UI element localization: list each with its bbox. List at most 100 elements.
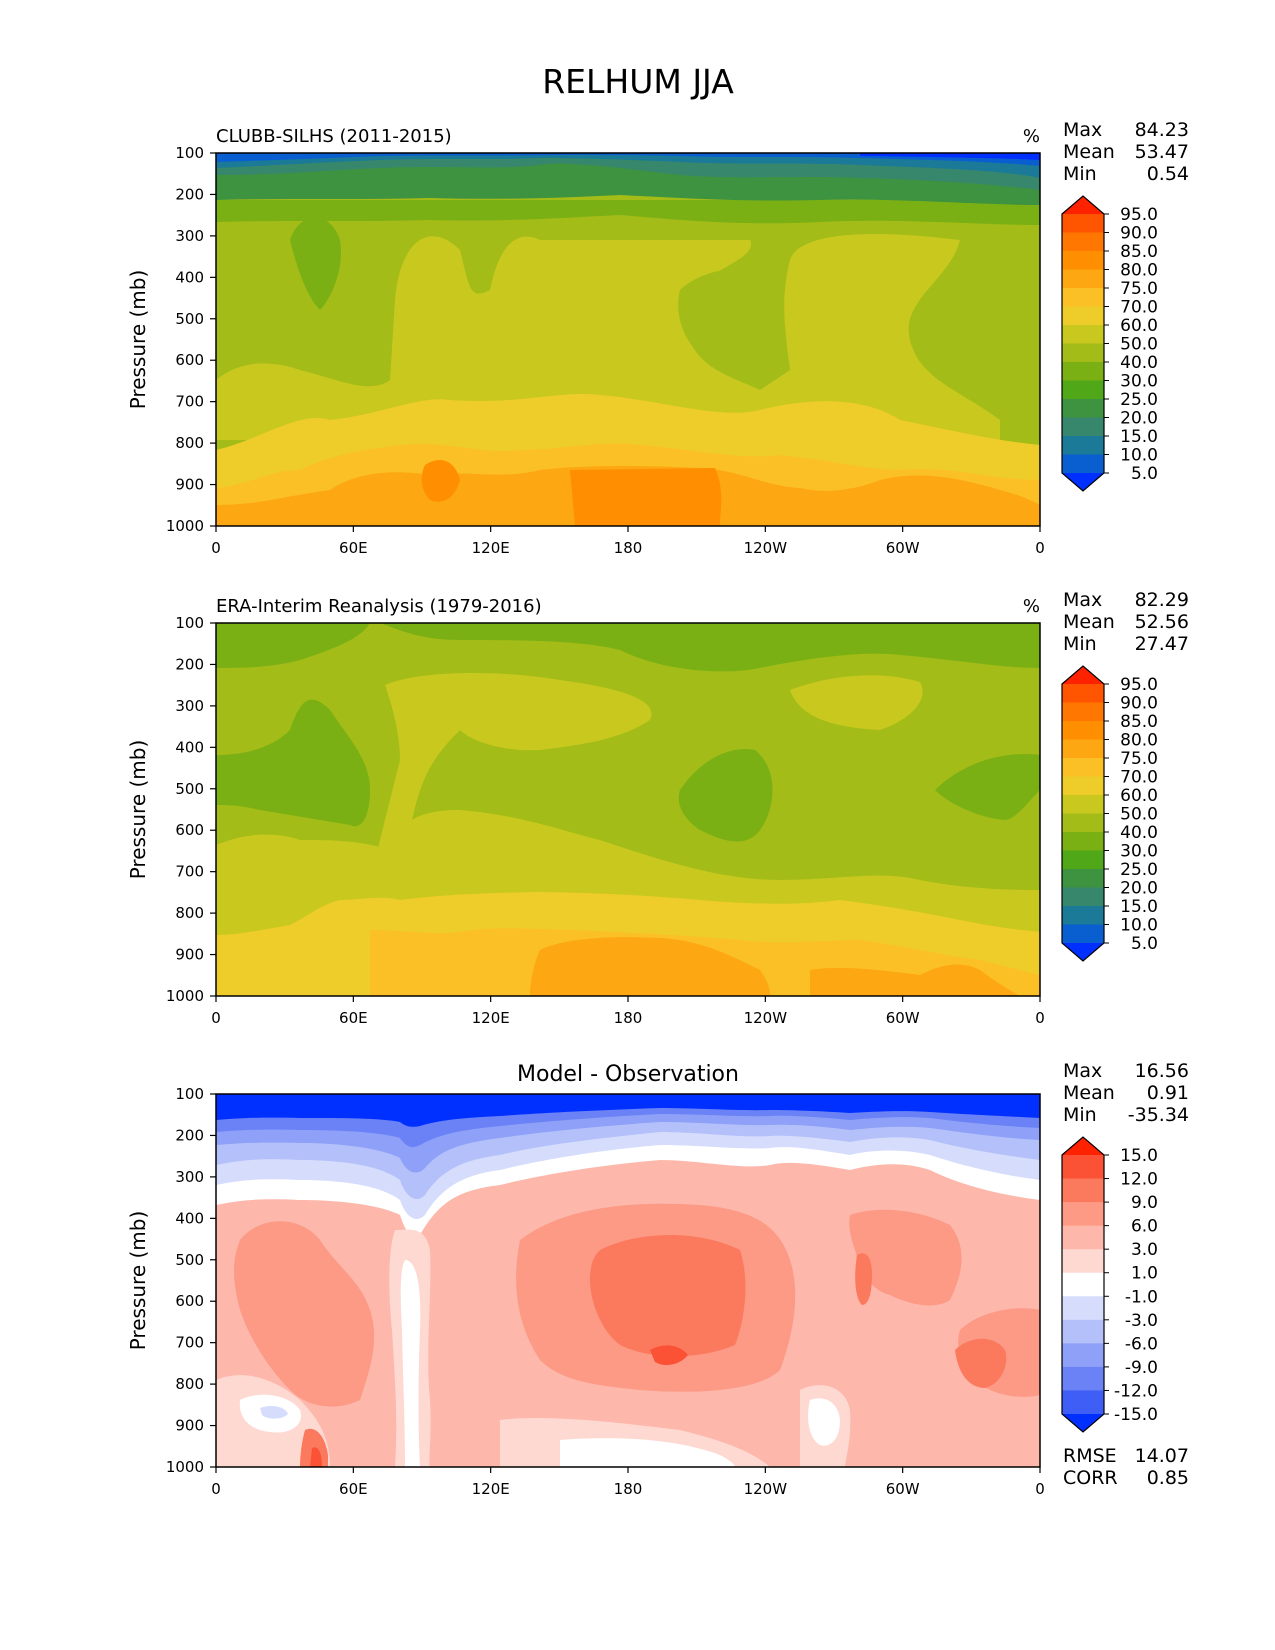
colorbar-band — [1062, 436, 1104, 455]
colorbar-level-label: 15.0 — [1120, 897, 1158, 917]
x-tick-label: 120E — [472, 1009, 510, 1027]
y-tick-label: 900 — [175, 1417, 204, 1435]
y-tick-label: 100 — [175, 614, 204, 632]
colorbar-level-label: 70.0 — [1120, 298, 1158, 318]
y-tick-label: 600 — [175, 1292, 204, 1310]
colorbar-band — [1062, 1178, 1104, 1203]
panel-obs-units: % — [1023, 596, 1040, 617]
x-tick-label: 120W — [744, 539, 788, 557]
colorbar-level-label: 80.0 — [1120, 731, 1158, 751]
colorbar-band — [1062, 850, 1104, 870]
colorbar-level-label: 90.0 — [1120, 694, 1158, 714]
colorbar-level-label: -12.0 — [1114, 1381, 1158, 1401]
colorbar-level-label: 12.0 — [1120, 1170, 1158, 1190]
y-tick-label: 100 — [175, 144, 204, 162]
panel-diff-axes: 0 60E 120E 180 120W 60W 0 100 200 300 400 500 600 700… — [126, 1085, 1045, 1498]
panel-diff-stats: Max 16.56 Mean 0.91 Min -35.34 — [1063, 1060, 1189, 1126]
y-tick-label: 300 — [175, 1168, 204, 1186]
colorbar-band — [1062, 1319, 1104, 1344]
colorbar-band — [1062, 758, 1104, 777]
y-tick-label: 400 — [175, 268, 204, 286]
colorbar-band — [1062, 1249, 1104, 1274]
skill-label: CORR — [1063, 1467, 1118, 1489]
x-tick-label: 120E — [472, 539, 510, 557]
y-tick-label: 900 — [175, 476, 204, 494]
colorbar-band — [1062, 1155, 1104, 1180]
contour-band — [810, 964, 1020, 996]
panel-diff-skill-scores: RMSE 14.07 CORR 0.85 — [1063, 1445, 1189, 1489]
colorbar-level-label: 15.0 — [1120, 427, 1158, 447]
colorbar-band — [1062, 343, 1104, 363]
stat-label: Min — [1063, 633, 1097, 655]
x-tick-label: 180 — [614, 539, 643, 557]
colorbar-band — [1062, 1390, 1104, 1415]
contour-band — [290, 217, 341, 310]
contour-band — [678, 268, 767, 378]
colorbar-extend-max — [1062, 666, 1104, 684]
y-tick-label: 500 — [175, 310, 204, 328]
colorbar-band — [1062, 924, 1104, 944]
colorbar-band — [1062, 1202, 1104, 1227]
colorbar-extend-min — [1062, 473, 1104, 491]
colorbar-level-label: 30.0 — [1120, 842, 1158, 862]
contour-band — [808, 1398, 840, 1446]
y-axis-label: Pressure (mb) — [126, 270, 150, 410]
x-tick-label: 0 — [211, 1480, 221, 1498]
colorbar-level-label: 3.0 — [1131, 1240, 1158, 1260]
x-tick-label: 120W — [744, 1480, 788, 1498]
colorbar-level-label: -3.0 — [1125, 1311, 1158, 1331]
panel-obs-title: ERA-Interim Reanalysis (1979-2016) — [216, 596, 542, 617]
colorbar-level-label: 6.0 — [1131, 1217, 1158, 1237]
contour-band — [560, 1438, 735, 1467]
colorbar-band — [1062, 832, 1104, 851]
colorbar-level-label: 30.0 — [1120, 372, 1158, 392]
colorbar-band — [1062, 739, 1104, 759]
panel-model-units: % — [1023, 126, 1040, 147]
stat-label: Mean — [1063, 611, 1115, 633]
x-tick-label: 0 — [1035, 1480, 1045, 1498]
colorbar-level-label: 95.0 — [1120, 205, 1158, 225]
contour-band — [216, 699, 370, 827]
panel-diff: Model - Observation — [126, 1060, 1189, 1498]
stat-label: Max — [1063, 589, 1102, 611]
contour-band — [216, 200, 1040, 225]
colorbar-level-label: 60.0 — [1120, 786, 1158, 806]
y-tick-label: 700 — [175, 1334, 204, 1352]
colorbar-level-label: 85.0 — [1120, 242, 1158, 262]
x-tick-label: 60E — [339, 539, 368, 557]
stat-label: Min — [1063, 1104, 1097, 1126]
colorbar-level-label: 95.0 — [1120, 675, 1158, 695]
colorbar-band — [1062, 1272, 1104, 1297]
panel-obs-field — [216, 623, 1040, 996]
y-tick-label: 1000 — [166, 1458, 204, 1476]
colorbar-level-label: -15.0 — [1114, 1405, 1158, 1425]
stat-value: 84.23 — [1135, 119, 1189, 141]
colorbar-band — [1062, 251, 1104, 270]
x-tick-label: 120W — [744, 1009, 788, 1027]
x-tick-label: 0 — [1035, 539, 1045, 557]
x-tick-label: 60W — [886, 1480, 920, 1498]
skill-value: 0.85 — [1147, 1467, 1189, 1489]
colorbar-band — [1062, 887, 1104, 907]
x-tick-label: 0 — [1035, 1009, 1045, 1027]
colorbar-level-label: 40.0 — [1120, 353, 1158, 373]
y-tick-label: 800 — [175, 434, 204, 452]
colorbar-level-label: 1.0 — [1131, 1264, 1158, 1284]
contour-band — [530, 937, 770, 996]
x-tick-label: 0 — [211, 539, 221, 557]
colorbar-level-label: 50.0 — [1120, 335, 1158, 355]
panel-obs-stats: Max 82.29 Mean 52.56 Min 27.47 — [1063, 589, 1189, 655]
colorbar-band — [1062, 362, 1104, 381]
panel-model-axes: 0 60E 120E 180 120W 60W 0 100 200 300 400 500 600 700… — [126, 144, 1045, 557]
contour-band — [570, 468, 722, 526]
y-tick-label: 600 — [175, 351, 204, 369]
contour-band — [678, 749, 773, 842]
contour-band — [310, 1447, 322, 1467]
y-tick-label: 400 — [175, 1209, 204, 1227]
panel-diff-colorbar: 15.0 12.0 9.0 6.0 3.0 1.0 -1.0 -3.0 -6.0 -9.0 -12.… — [1061, 1136, 1158, 1433]
panel-model-field — [216, 153, 1040, 526]
colorbar-level-label: -9.0 — [1125, 1358, 1158, 1378]
y-tick-label: 500 — [175, 780, 204, 798]
colorbar-level-label: -1.0 — [1125, 1287, 1158, 1307]
contour-band — [234, 1221, 375, 1407]
